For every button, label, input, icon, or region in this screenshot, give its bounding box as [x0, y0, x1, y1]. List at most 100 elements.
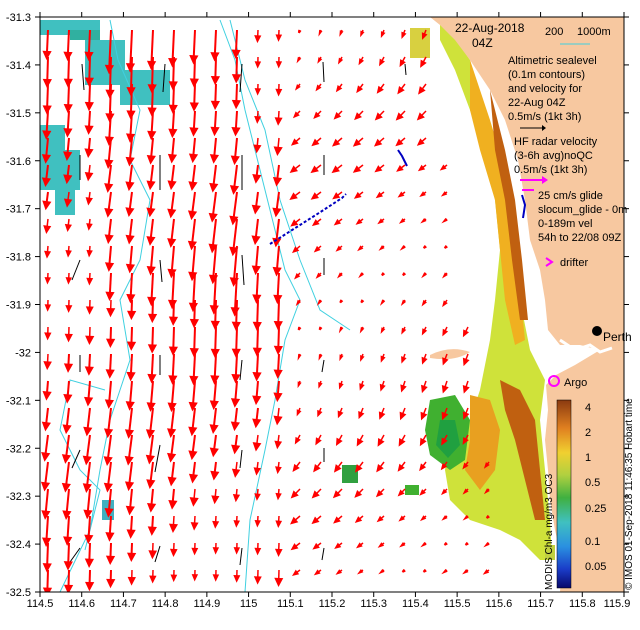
- hf-vector-head: [462, 385, 470, 394]
- hf-vector-head: [233, 547, 241, 555]
- altimetry-vectors: [69, 61, 407, 566]
- hf-vector-head: [44, 250, 52, 259]
- hf-vector-head: [396, 164, 404, 172]
- hf-vector-head: [333, 111, 342, 120]
- hf-vector-head: [440, 191, 448, 197]
- hf-vector-head: [290, 490, 299, 499]
- hf-vector-head: [105, 291, 115, 302]
- hf-vector-head: [339, 30, 344, 37]
- hf-vector-head: [104, 399, 115, 409]
- hf-vector-head: [310, 165, 319, 174]
- hf-vector-head: [167, 208, 177, 219]
- hf-vector-head: [62, 424, 72, 435]
- hf-vector-head: [297, 381, 302, 389]
- hf-vector-head: [359, 326, 365, 334]
- hf-vector-head: [401, 327, 407, 335]
- hf-vector-head: [231, 444, 241, 455]
- hf-vector-head: [379, 383, 386, 392]
- hf-vector-head: [147, 313, 158, 324]
- hf-vector-head: [420, 59, 427, 68]
- altimetry-legend-line: 22-Aug 04Z: [508, 97, 566, 109]
- altimetry-legend-line: (0.1m contours): [508, 69, 585, 81]
- glider-legend-line: 54h to 22/08 09Z: [538, 232, 621, 244]
- hf-vector-head: [231, 74, 242, 84]
- hf-vector-head: [188, 426, 198, 437]
- hf-vector-head: [44, 332, 52, 341]
- hf-vector-head: [462, 411, 470, 420]
- hf-vector-head: [146, 479, 156, 489]
- hf-vector-head: [399, 59, 406, 68]
- hf-vector-head: [105, 555, 116, 566]
- hf-vector-head: [373, 138, 383, 147]
- hf-vector-head: [397, 86, 405, 95]
- hf-vector-head: [421, 384, 428, 394]
- hf-vector-head: [462, 514, 469, 521]
- hf-vector-head: [335, 569, 343, 575]
- hf-vector-head: [272, 207, 282, 218]
- hf-vector-head: [416, 138, 425, 146]
- hf-vector-head: [125, 207, 135, 218]
- y-tick-label: -31.3: [6, 12, 31, 24]
- hf-vector-head: [42, 50, 52, 61]
- hf-vector-head: [441, 437, 448, 446]
- hf-vector: [232, 245, 238, 284]
- hf-vector-head: [464, 541, 469, 546]
- hf-vector-head: [401, 356, 407, 364]
- x-tick-label: 114.7: [110, 598, 137, 610]
- hf-vector-head: [398, 218, 406, 224]
- hf-vector-head: [84, 77, 94, 87]
- hf-vector-head: [233, 520, 240, 528]
- hf-vector-head: [145, 429, 156, 439]
- hf-vector-head: [290, 219, 299, 227]
- y-tick-label: -32: [15, 347, 31, 359]
- hf-vector-head: [422, 568, 427, 573]
- glider-legend-line: 0-189m vel: [538, 218, 592, 230]
- hf-vector-head: [337, 410, 344, 419]
- hf-vector-head: [462, 329, 470, 338]
- hf-legend-line: (3-6h avg)noQC: [514, 150, 593, 162]
- hf-vector-head: [146, 402, 156, 412]
- hf-vector-head: [420, 541, 427, 548]
- hf-vector-head: [83, 509, 93, 520]
- hf-vector-head: [360, 30, 365, 38]
- hf-vector-head: [294, 272, 301, 280]
- hf-vector-head: [106, 578, 116, 589]
- hf-vector-head: [63, 536, 73, 546]
- hf-vector-head: [442, 272, 448, 279]
- hf-vector-head: [294, 84, 301, 91]
- hf-vector-head: [124, 429, 135, 439]
- hf-vector-head: [126, 371, 136, 382]
- hf-vector-head: [42, 130, 52, 140]
- hf-vector-head: [104, 159, 114, 170]
- hf-vector-head: [168, 523, 178, 534]
- y-tick-label: -32.2: [6, 443, 31, 455]
- hf-vector-head: [209, 400, 219, 410]
- hf-vector-head: [84, 51, 94, 62]
- hf-vector-head: [167, 402, 177, 413]
- hf-vector-head: [380, 327, 386, 334]
- hf-vector-head: [443, 541, 448, 546]
- hf-vector-head: [421, 32, 428, 40]
- hf-vector-head: [189, 375, 199, 386]
- hf-vector-head: [358, 410, 365, 420]
- hf-vector-head: [42, 78, 52, 89]
- hf-vector-head: [273, 294, 283, 305]
- hf-vector-head: [310, 192, 319, 200]
- hf-vector-head: [252, 173, 262, 184]
- hf-vector-head: [42, 105, 52, 115]
- hf-vector-head: [352, 165, 362, 173]
- hf-vector-head: [169, 548, 178, 558]
- hf-vector-head: [189, 348, 199, 358]
- hf-vector-head: [85, 197, 93, 206]
- hf-vector-head: [191, 574, 199, 582]
- hf-vector-head: [104, 234, 114, 245]
- hf-vector-head: [42, 563, 52, 573]
- hf-vector-head: [209, 182, 219, 193]
- hf-vector-head: [82, 455, 92, 466]
- hf-vector-head: [358, 272, 364, 279]
- hf-vector-head: [485, 514, 490, 519]
- hf-vector-head: [189, 78, 199, 88]
- hf-vector-head: [441, 568, 448, 575]
- hf-vector-head: [85, 581, 95, 592]
- hf-vector-head: [64, 223, 72, 233]
